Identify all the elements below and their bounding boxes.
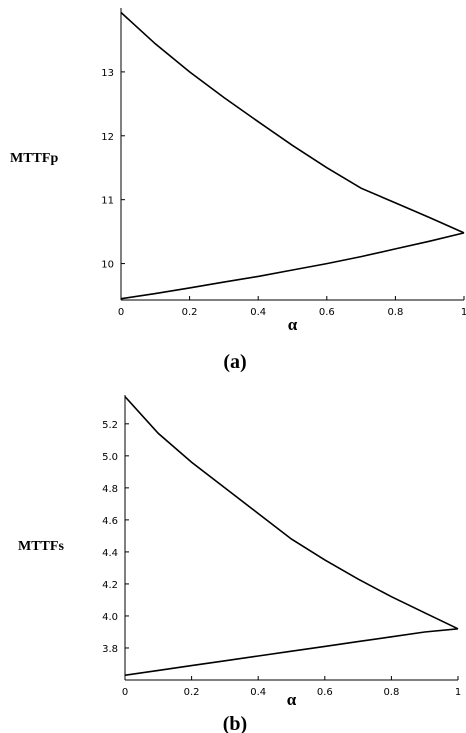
x-tick-label-b: 0.6 xyxy=(317,687,333,698)
y-tick-label-a: 12 xyxy=(101,132,114,143)
x-tick-label-a: 1 xyxy=(461,307,466,318)
x-tick-label-b: 0.2 xyxy=(184,687,200,698)
y-tick-label-b: 3.8 xyxy=(102,644,118,655)
y-axis-label-b: MTTFs xyxy=(18,539,64,554)
panel-caption-a: (a) xyxy=(223,351,246,373)
y-axis-label-a: MTTFp xyxy=(10,151,58,166)
series-line-b-2 xyxy=(124,628,459,676)
x-tick-label-b: 1 xyxy=(455,687,461,698)
y-tick-label-b: 4.0 xyxy=(102,612,118,623)
y-tick-label-b: 4.6 xyxy=(102,516,118,527)
x-tick-label-a: 0.6 xyxy=(319,307,335,318)
x-tick-label-a: 0.2 xyxy=(182,307,198,318)
series-line-a-1 xyxy=(120,11,465,234)
x-axis-label-a: α xyxy=(288,315,298,334)
y-tick-label-a: 13 xyxy=(101,68,114,79)
y-tick-label-b: 5.0 xyxy=(102,452,118,463)
x-tick-label-b: 0.4 xyxy=(250,687,266,698)
x-axis-label-b: α xyxy=(287,690,297,709)
y-tick-label-b: 5.2 xyxy=(102,420,118,431)
series-line-a-2 xyxy=(120,232,465,300)
y-tick-label-b: 4.2 xyxy=(102,580,118,591)
x-tick-label-a: 0.4 xyxy=(250,307,266,318)
x-tick-label-b: 0.8 xyxy=(383,687,399,698)
x-tick-label-a: 0 xyxy=(118,307,124,318)
x-tick-label-b: 0 xyxy=(122,687,128,698)
panel-caption-b: (b) xyxy=(223,713,247,733)
series-line-b-1 xyxy=(124,396,459,630)
y-tick-label-a: 10 xyxy=(101,260,114,271)
x-tick-label-a: 0.8 xyxy=(387,307,403,318)
y-tick-label-b: 4.4 xyxy=(102,548,118,559)
y-tick-label-b: 4.8 xyxy=(102,484,118,495)
y-tick-label-a: 11 xyxy=(101,196,114,207)
